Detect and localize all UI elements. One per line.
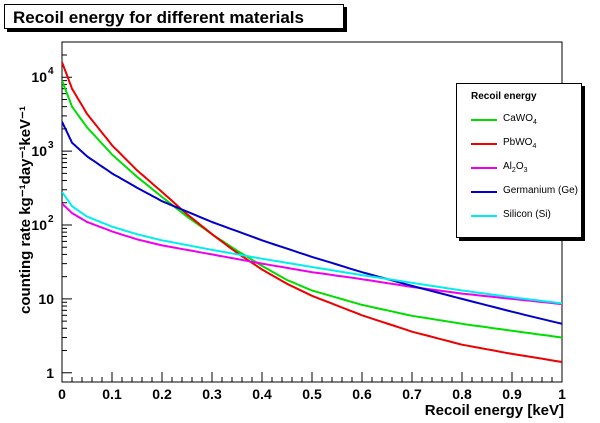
y-tick-label: 10 — [31, 69, 47, 85]
x-tick-label: 0.9 — [502, 386, 522, 402]
legend-label: Silicon (Si) — [503, 209, 551, 220]
legend-swatch — [471, 191, 497, 193]
legend-label: Al2O3 — [503, 161, 528, 174]
legend-title: Recoil energy — [471, 91, 537, 102]
y-tick-exponent: 4 — [48, 66, 54, 77]
y-axis-title: counting rate kg⁻¹day⁻¹keV⁻¹ — [16, 106, 34, 314]
legend-label: CaWO4 — [503, 113, 537, 126]
x-tick-label: 0.2 — [152, 386, 172, 402]
x-tick-label: 0.1 — [102, 386, 122, 402]
legend-swatch — [471, 143, 497, 145]
x-tick-label: 0.7 — [402, 386, 422, 402]
y-tick-label: 1 — [46, 365, 54, 381]
x-tick-label: 0 — [58, 386, 66, 402]
series-line-pbwo4 — [62, 61, 562, 363]
legend: Recoil energy CaWO4 PbWO4 Al2O3 Germanium (… — [456, 83, 582, 238]
x-tick-label: 1 — [558, 386, 566, 402]
legend-swatch — [471, 215, 497, 217]
legend-label: PbWO4 — [503, 137, 537, 150]
y-axis-title-text: counting rate kg⁻¹day⁻¹keV⁻¹ — [17, 106, 34, 314]
legend-entry: CaWO4 — [457, 110, 581, 130]
x-tick-label: 0.5 — [302, 386, 322, 402]
x-tick-label: 0.6 — [352, 386, 372, 402]
y-tick-label: 10 — [31, 143, 47, 159]
y-tick-label: 10 — [31, 217, 47, 233]
series-line-cawo4 — [62, 80, 562, 339]
series-line-al2o3 — [62, 202, 562, 306]
series-line-silicon-si — [62, 191, 562, 305]
legend-entry: PbWO4 — [457, 134, 581, 154]
x-tick-label: 0.3 — [202, 386, 222, 402]
x-tick-label: 0.8 — [452, 386, 472, 402]
chart-title: Recoil energy for different materials — [4, 4, 344, 29]
y-tick-label: 10 — [38, 291, 54, 307]
legend-swatch — [471, 167, 497, 169]
legend-entry: Al2O3 — [457, 158, 581, 178]
legend-label: Germanium (Ge) — [503, 185, 579, 196]
x-axis-title: Recoil energy [keV] — [424, 402, 564, 419]
legend-entry: Silicon (Si) — [457, 206, 581, 226]
y-tick-exponent: 2 — [48, 214, 54, 225]
legend-entry: Germanium (Ge) — [457, 182, 581, 202]
legend-swatch — [471, 119, 497, 121]
x-tick-label: 0.4 — [252, 386, 272, 402]
y-tick-exponent: 3 — [48, 140, 54, 151]
series-line-germanium-ge — [62, 121, 562, 325]
